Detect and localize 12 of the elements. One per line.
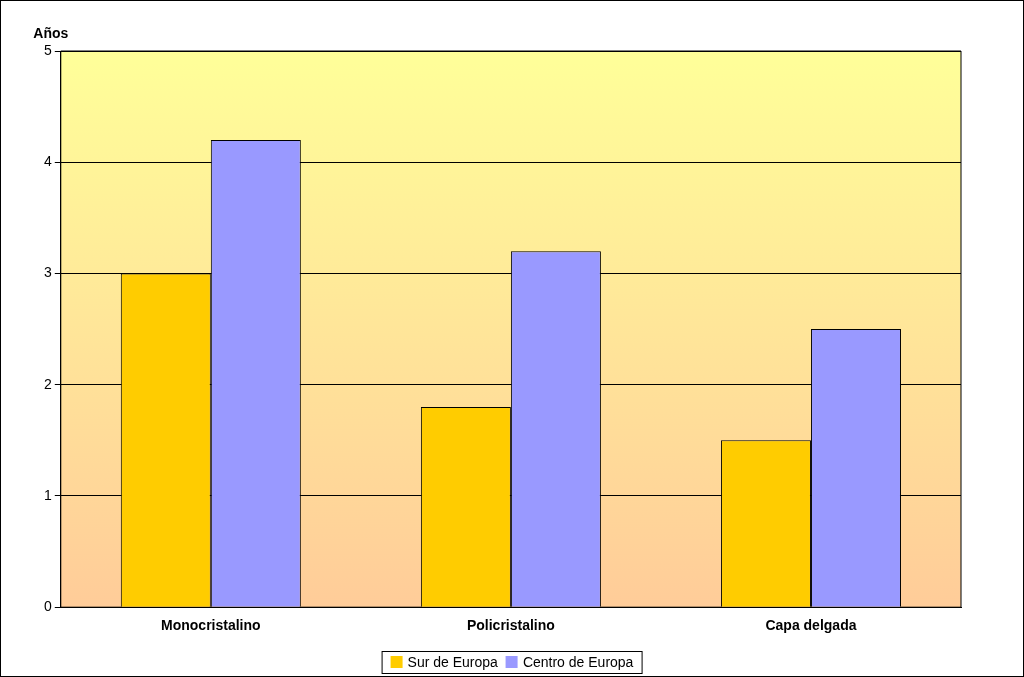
y-tick-label: 0: [43, 598, 52, 615]
y-tick-label: 2: [43, 375, 52, 392]
x-tick-label: Capa delgada: [765, 617, 857, 634]
y-tick-label: 1: [43, 486, 52, 503]
y-tick-label: 5: [43, 41, 52, 58]
y-tick-label: 3: [43, 264, 52, 281]
y-tick-label: 4: [43, 153, 52, 170]
x-tick-label: Policristalino: [466, 617, 555, 634]
y-axis-title: Años: [33, 24, 69, 41]
x-tick-label: Monocristalino: [161, 617, 261, 634]
legend-label: Centro de Europa: [522, 654, 634, 670]
legend-label: Sur de Europa: [407, 654, 498, 670]
